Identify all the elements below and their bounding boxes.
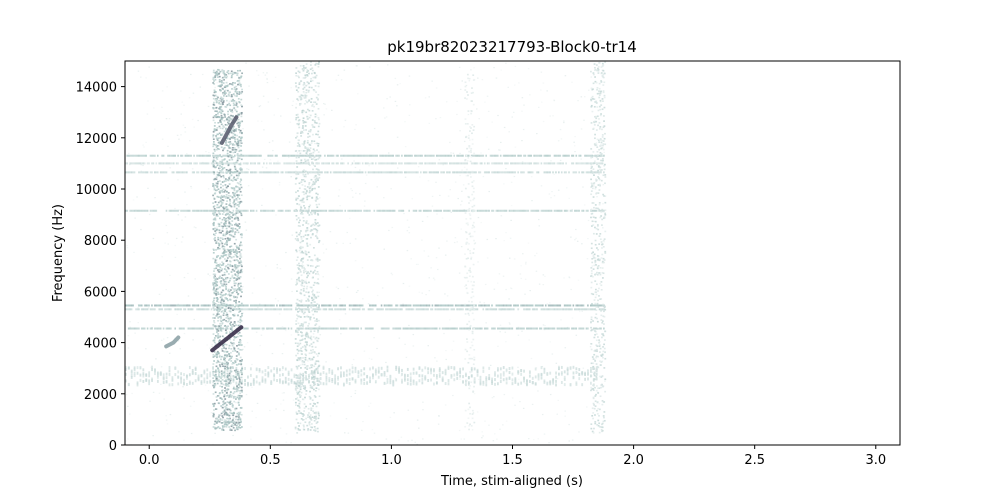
harmonic-band-2 bbox=[125, 162, 604, 165]
strong-trace-1 bbox=[210, 325, 244, 353]
y-tick-label: 14000 bbox=[76, 81, 117, 96]
broadband-event-4 bbox=[590, 61, 607, 434]
broadband-event-1 bbox=[212, 68, 244, 432]
y-axis: 0 2000 4000 6000 8000 10000 12000 14000 bbox=[76, 81, 125, 454]
y-tick-label: 2000 bbox=[84, 388, 117, 403]
spectrogram-heatmap bbox=[125, 61, 607, 445]
strong-trace-2 bbox=[219, 115, 239, 145]
harmonic-band-4 bbox=[125, 209, 605, 212]
y-tick-label: 8000 bbox=[84, 234, 117, 249]
broadband-event-2 bbox=[294, 61, 321, 434]
harmonic-band-3 bbox=[125, 171, 605, 174]
broadband-event-3 bbox=[464, 73, 476, 431]
y-tick-label: 6000 bbox=[84, 285, 117, 300]
strong-trace-3 bbox=[164, 335, 181, 349]
x-tick-label: 1.0 bbox=[381, 453, 402, 468]
harmonic-band-7 bbox=[127, 327, 605, 330]
y-tick-label: 10000 bbox=[76, 183, 117, 198]
x-axis-label: Time, stim-aligned (s) bbox=[440, 474, 583, 489]
harmonic-band-6 bbox=[125, 308, 605, 311]
x-tick-label: 1.5 bbox=[502, 453, 523, 468]
y-axis-label: Frequency (Hz) bbox=[51, 204, 66, 302]
harmonic-band-5 bbox=[125, 304, 605, 307]
y-tick-label: 12000 bbox=[76, 132, 117, 147]
y-tick-label: 0 bbox=[109, 439, 117, 454]
x-tick-label: 0.0 bbox=[139, 453, 160, 468]
x-tick-label: 2.5 bbox=[744, 453, 765, 468]
y-tick-label: 4000 bbox=[84, 337, 117, 352]
x-tick-label: 0.5 bbox=[260, 453, 281, 468]
x-tick-label: 2.0 bbox=[623, 453, 644, 468]
x-tick-label: 3.0 bbox=[865, 453, 886, 468]
chart-title: pk19br82023217793-Block0-tr14 bbox=[387, 38, 637, 56]
x-axis: 0.0 0.5 1.0 1.5 2.0 2.5 3.0 bbox=[139, 445, 886, 468]
